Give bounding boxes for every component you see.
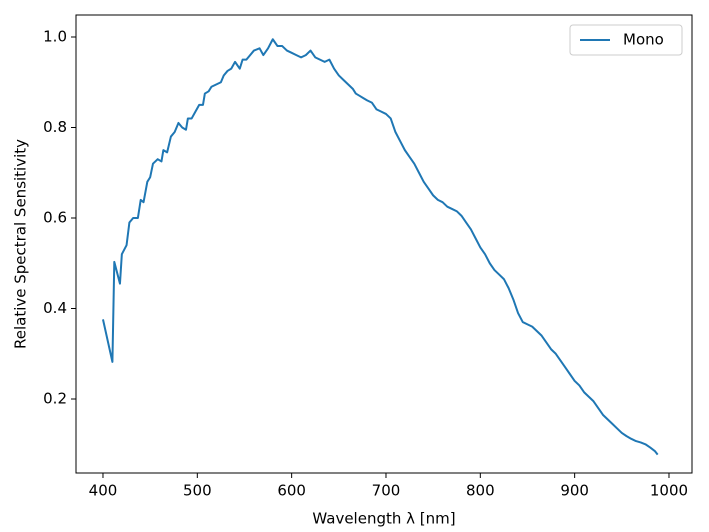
y-tick-label: 1.0	[43, 27, 67, 45]
x-axis-label: Wavelength λ [nm]	[312, 510, 455, 528]
x-tick-label: 600	[277, 482, 306, 500]
y-tick-label: 0.4	[43, 299, 67, 317]
x-tick-label: 700	[372, 482, 401, 500]
y-tick-label: 0.2	[43, 390, 67, 408]
x-tick-label: 500	[183, 482, 212, 500]
y-axis-label: Relative Spectral Sensitivity	[12, 139, 30, 349]
legend-label: Mono	[623, 31, 664, 49]
x-tick-label: 900	[560, 482, 589, 500]
axes-frame	[75, 14, 693, 474]
data-line	[102, 38, 659, 456]
x-tick-label: 1000	[650, 482, 688, 500]
y-tick-label: 0.8	[43, 118, 67, 136]
x-tick-label: 800	[466, 482, 495, 500]
x-tick-label: 400	[89, 482, 118, 500]
y-tick-label: 0.6	[43, 209, 67, 227]
legend-box	[569, 24, 683, 56]
